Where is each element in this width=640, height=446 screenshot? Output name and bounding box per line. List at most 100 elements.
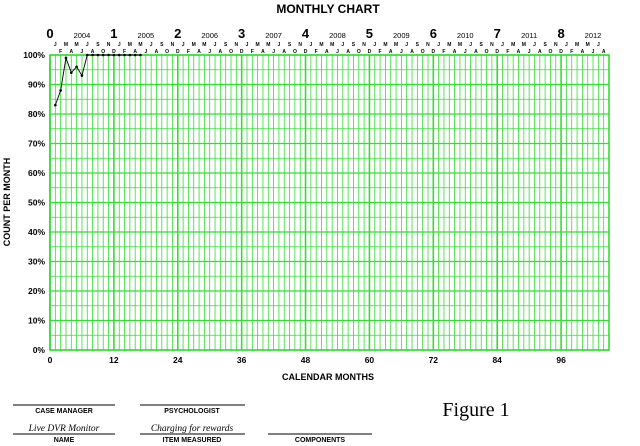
- year-number: 3: [238, 26, 245, 41]
- month-letter: D: [176, 49, 180, 55]
- month-letter: A: [261, 49, 265, 55]
- month-letter: J: [309, 42, 312, 48]
- month-letter: J: [246, 42, 249, 48]
- month-letter: A: [325, 49, 329, 55]
- month-letter: D: [112, 49, 116, 55]
- month-letter: J: [118, 42, 121, 48]
- month-letter: F: [315, 49, 318, 55]
- month-letter: A: [155, 49, 159, 55]
- month-letter: A: [410, 49, 414, 55]
- data-point: [117, 53, 121, 57]
- y-tick-label: 100%: [23, 50, 45, 60]
- year-number: 1: [110, 26, 117, 41]
- month-letter: S: [480, 42, 484, 48]
- x-tick-label: 72: [429, 355, 439, 365]
- x-tick-label: 84: [492, 355, 502, 365]
- y-tick-label: 0%: [33, 345, 46, 355]
- case-manager-label: CASE MANAGER: [35, 408, 93, 415]
- month-letter: F: [187, 49, 190, 55]
- data-point: [139, 53, 142, 57]
- y-tick-label: 30%: [28, 257, 45, 267]
- month-letter: O: [229, 49, 233, 55]
- month-letter: F: [123, 49, 126, 55]
- month-letter: S: [96, 42, 100, 48]
- month-letter: J: [528, 49, 531, 55]
- y-tick-label: 50%: [28, 198, 45, 208]
- year-label: 2007: [265, 31, 282, 40]
- month-letter: J: [565, 42, 568, 48]
- month-letter: A: [517, 49, 521, 55]
- data-point: [54, 103, 57, 107]
- x-axis-label: CALENDAR MONTHS: [282, 372, 374, 382]
- month-letter: M: [383, 42, 387, 48]
- year-label: 2011: [521, 31, 537, 40]
- y-axis-label: COUNT PER MONTH: [2, 158, 12, 247]
- month-letter: J: [144, 49, 147, 55]
- data-point: [64, 56, 68, 60]
- year-label: 2006: [201, 31, 218, 40]
- month-letter: A: [474, 49, 478, 55]
- month-letter: A: [69, 49, 73, 55]
- month-letter: O: [421, 49, 425, 55]
- year-number: 6: [430, 26, 437, 41]
- month-letter: A: [538, 49, 542, 55]
- month-letter: J: [373, 42, 376, 48]
- month-letter: M: [128, 42, 132, 48]
- month-letter: F: [59, 49, 62, 55]
- month-letter: M: [458, 42, 462, 48]
- axis-ticks: 0% 10% 20% 30% 40% 50% 60% 70% 80% 90% 100% 0 12 24 36…: [23, 50, 566, 365]
- month-letter: M: [330, 42, 334, 48]
- month-letter: N: [362, 42, 366, 48]
- month-letter: O: [485, 49, 489, 55]
- month-letter: N: [235, 42, 239, 48]
- month-letter: O: [293, 49, 297, 55]
- data-point: [69, 71, 73, 74]
- year-label: 2004: [74, 31, 91, 40]
- month-letter: D: [495, 49, 499, 55]
- month-letter: J: [182, 42, 185, 48]
- data-point: [123, 53, 126, 57]
- month-letter: N: [107, 42, 111, 48]
- components-label: COMPONENTS: [295, 437, 346, 444]
- month-letter: A: [219, 49, 223, 55]
- month-letter: D: [368, 49, 372, 55]
- year-label: 2005: [137, 31, 154, 40]
- y-tick-label: 20%: [28, 286, 45, 296]
- month-letter: M: [394, 42, 398, 48]
- month-letter: F: [570, 49, 573, 55]
- month-letter: N: [298, 42, 302, 48]
- data-point: [112, 53, 116, 57]
- month-letter: S: [224, 42, 228, 48]
- month-letter: J: [214, 42, 217, 48]
- month-letter: M: [192, 42, 196, 48]
- month-letter: M: [202, 42, 206, 48]
- month-letter: J: [208, 49, 211, 55]
- chart-title: MONTHLY CHART: [276, 2, 380, 16]
- x-tick-label: 36: [237, 355, 247, 365]
- data-series: [54, 53, 142, 107]
- month-letter: N: [490, 42, 494, 48]
- y-tick-label: 10%: [28, 316, 45, 326]
- month-letter: D: [432, 49, 436, 55]
- month-letter: A: [602, 49, 606, 55]
- plot-frame: [49, 54, 610, 351]
- month-letter: J: [592, 49, 595, 55]
- month-letter: J: [341, 42, 344, 48]
- data-point: [101, 53, 105, 57]
- month-letter: N: [171, 42, 175, 48]
- month-letter: J: [597, 42, 600, 48]
- month-letter: J: [400, 49, 403, 55]
- year-number: 4: [302, 26, 310, 41]
- month-letter: M: [522, 42, 526, 48]
- x-tick-label: 96: [556, 355, 566, 365]
- month-letter: F: [442, 49, 445, 55]
- item-measured-label: ITEM MEASURED: [163, 437, 222, 444]
- month-letter: A: [453, 49, 457, 55]
- month-letter: M: [75, 42, 79, 48]
- month-letter: F: [506, 49, 509, 55]
- month-letter: S: [352, 42, 356, 48]
- month-letter: J: [437, 42, 440, 48]
- month-letter: J: [150, 42, 153, 48]
- month-letter: J: [81, 49, 84, 55]
